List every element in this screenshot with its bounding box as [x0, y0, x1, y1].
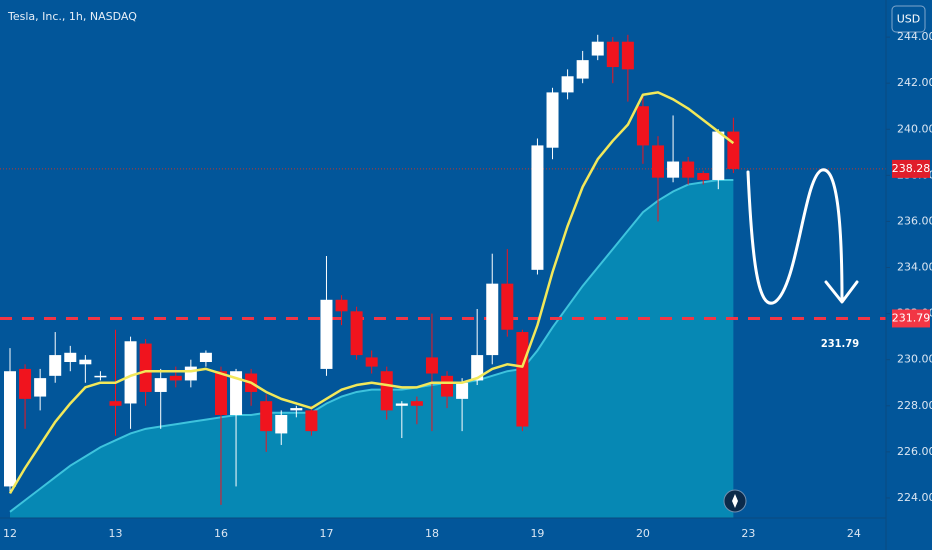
y-tick-label: 236.00: [897, 214, 932, 227]
y-tick-label: 242.00: [897, 76, 932, 89]
x-tick-label: 20: [636, 527, 650, 540]
y-tick-label: 224.00: [897, 491, 932, 504]
y-tick-label: 234.00: [897, 261, 932, 274]
candle-body: [320, 299, 333, 369]
drawn-arrow: [746, 168, 859, 305]
candle-body: [94, 375, 107, 378]
level-annotation: 231.79: [821, 337, 859, 350]
candle-body: [380, 371, 393, 411]
plot-area: [0, 34, 886, 519]
candle-body: [49, 355, 62, 376]
x-tick-label: 16: [214, 527, 228, 540]
candle-body: [79, 359, 92, 365]
y-tick-label: 244.00: [897, 30, 932, 43]
candle-body: [199, 352, 212, 363]
x-tick-label: 18: [425, 527, 439, 540]
candle-body: [290, 408, 303, 411]
candle-body: [425, 357, 438, 374]
candle-body: [64, 352, 77, 363]
candle-body: [667, 161, 680, 178]
candle-body: [350, 311, 363, 356]
ma-line: [8, 91, 735, 494]
y-tick-label: 226.00: [897, 445, 932, 458]
candle-body: [365, 357, 378, 367]
candle-body: [441, 375, 454, 397]
candle-body: [682, 161, 695, 178]
chart-title: Tesla, Inc., 1h, NASDAQ: [7, 10, 137, 23]
candle-body: [275, 414, 288, 434]
candle-body: [621, 41, 634, 70]
x-tick-label: 24: [847, 527, 861, 540]
candle-body: [230, 371, 243, 415]
candle-body: [456, 382, 469, 399]
price-label-box: [892, 159, 930, 178]
candle-body: [471, 355, 484, 381]
candle-body: [214, 371, 227, 415]
candle-body: [531, 145, 544, 270]
price-label: 238.28: [892, 162, 931, 175]
x-tick-label: 19: [530, 527, 544, 540]
candle-body: [184, 366, 197, 381]
scroll-icon: [732, 494, 738, 508]
candle-body: [139, 343, 152, 392]
candle-body: [576, 60, 589, 79]
candle-body: [486, 283, 499, 356]
candle-body: [561, 76, 574, 93]
x-tick-label: 12: [3, 527, 17, 540]
area: [10, 179, 734, 519]
level-label-box: [892, 309, 930, 328]
candle-body: [697, 173, 710, 180]
y-tick-label: 240.00: [897, 122, 932, 135]
candle-body: [19, 368, 32, 399]
y-tick-label: 230.00: [897, 353, 932, 366]
candle-body: [591, 41, 604, 56]
currency-button[interactable]: [891, 5, 926, 33]
candle-body: [335, 299, 348, 312]
candle-body: [124, 341, 137, 404]
level-label: 231.79: [892, 311, 931, 324]
candle-body: [169, 375, 182, 381]
x-tick-label: 17: [319, 527, 333, 540]
candle-body: [34, 378, 47, 397]
area-edge: [9, 178, 734, 513]
candle-body: [410, 401, 423, 406]
candle-body: [109, 401, 122, 406]
candle-body: [712, 131, 725, 180]
candle-body: [395, 403, 408, 406]
candle-body: [652, 145, 665, 178]
candle-body: [154, 378, 167, 392]
candle-body: [516, 332, 529, 427]
candle-body: [636, 106, 649, 146]
candle-body: [305, 410, 318, 432]
candle-body: [546, 92, 559, 148]
x-tick-label: 23: [741, 527, 755, 540]
candle-body: [260, 401, 273, 432]
x-tick-label: 13: [108, 527, 122, 540]
candle-body: [727, 131, 740, 169]
currency-label[interactable]: USD: [897, 13, 921, 26]
candle-body: [4, 371, 16, 487]
y-tick-label: 228.00: [897, 399, 932, 412]
candle-body: [501, 283, 514, 330]
candle-body: [606, 41, 619, 68]
